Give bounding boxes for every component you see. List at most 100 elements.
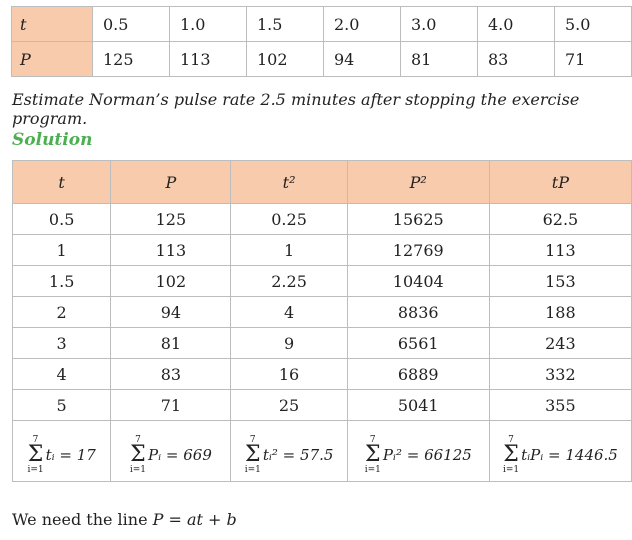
sigma-lower: i=1: [364, 465, 381, 475]
table-cell: 10404: [346, 265, 490, 297]
p-value: 94: [323, 41, 401, 77]
sigma-icon: Σ: [245, 442, 261, 467]
sigma-icon: Σ: [27, 442, 44, 467]
t-value: 5.0: [554, 6, 632, 42]
table-cell: 6889: [346, 358, 490, 390]
table-cell: 81: [110, 327, 232, 359]
table-cell: 1: [230, 234, 348, 266]
table-row: 1.5 102 2.25 10404 153: [11, 265, 632, 297]
sigma-icon: Σ: [130, 442, 146, 467]
p-label: P: [11, 41, 93, 77]
table-cell: 2.25: [230, 265, 348, 297]
line-equation: P = at + b: [152, 510, 237, 529]
table-cell: 0.5: [11, 203, 112, 235]
footer-text: We need the line P = at + b: [12, 510, 237, 529]
p-value: 71: [554, 41, 632, 77]
table-cell: 355: [488, 389, 632, 421]
table-cell: 12769: [346, 234, 490, 266]
table-cell: 1: [11, 234, 112, 266]
table-cell: 83: [110, 358, 232, 390]
sigma-upper: 7: [135, 435, 141, 445]
table-cell: 125: [110, 203, 232, 235]
problem-prompt: Estimate Norman’s pulse rate 2.5 minutes…: [12, 90, 580, 128]
t-row: t 0.5 1.0 1.5 2.0 3.0 4.0 5.0: [11, 6, 632, 42]
t-value: 1.5: [246, 6, 324, 42]
table-cell: 8836: [346, 296, 490, 328]
table-cell: 3: [11, 327, 112, 359]
sigma-lower: i=1: [129, 465, 147, 475]
t-value: 4.0: [477, 6, 555, 42]
sigma-upper: 7: [32, 435, 39, 445]
table-row: 3 81 9 6561 243: [11, 327, 632, 359]
table-cell: 5041: [346, 389, 490, 421]
table-cell: 332: [488, 358, 632, 390]
sigma-lower: i=1: [502, 465, 520, 475]
sum-expression: Pᵢ = 669: [148, 446, 212, 464]
sigma-lower: i=1: [27, 465, 44, 475]
p-value: 102: [246, 41, 324, 77]
table-cell: 188: [488, 296, 632, 328]
t-value: 2.0: [323, 6, 401, 42]
table-cell: 113: [488, 234, 632, 266]
sum-expression: tᵢPᵢ = 1446.5: [521, 446, 618, 464]
p-value: 81: [400, 41, 478, 77]
t-value: 1.0: [169, 6, 247, 42]
footer-label: We need the line: [12, 510, 148, 529]
table-cell: 15625: [346, 203, 490, 235]
data-table: t 0.5 1.0 1.5 2.0 3.0 4.0 5.0 P 125 113 …: [11, 6, 632, 77]
table-cell: 0.25: [230, 203, 348, 235]
solution-table: t P t² P² tP 0.5 125 0.25 15625 62.5 1 113 1 127…: [11, 160, 632, 482]
p-value: 83: [477, 41, 555, 77]
table-cell: 4: [11, 358, 112, 390]
solution-heading: Solution: [12, 130, 93, 150]
table-cell: 62.5: [488, 203, 632, 235]
table-cell: 5: [11, 389, 112, 421]
p-value: 125: [92, 41, 170, 77]
table-cell: 4: [230, 296, 348, 328]
table-cell: 16: [230, 358, 348, 390]
column-header-t: t: [11, 160, 112, 204]
p-value: 113: [169, 41, 247, 77]
table-row: 5 71 25 5041 355: [11, 389, 632, 421]
t-label: t: [11, 6, 93, 42]
table-row: 4 83 16 6889 332: [11, 358, 632, 390]
table-cell: 71: [110, 389, 232, 421]
column-header-tp: tP: [488, 160, 632, 204]
table-cell: 243: [488, 327, 632, 359]
t-value: 3.0: [400, 6, 478, 42]
sigma-icon: Σ: [364, 442, 381, 467]
sum-expression: tᵢ = 17: [45, 446, 96, 464]
sum-expression: Pᵢ² = 66125: [382, 446, 472, 464]
header-row: t P t² P² tP: [11, 160, 632, 204]
table-row: 2 94 4 8836 188: [11, 296, 632, 328]
table-cell: 94: [110, 296, 232, 328]
sigma-upper: 7: [369, 435, 376, 445]
table-cell: 2: [11, 296, 112, 328]
sum-expression: tᵢ² = 57.5: [262, 446, 334, 464]
table-cell: 153: [488, 265, 632, 297]
sigma-upper: 7: [249, 435, 256, 445]
column-header-t-squared: t²: [230, 160, 348, 204]
column-header-p: P: [110, 160, 232, 204]
p-row: P 125 113 102 94 81 83 71: [11, 41, 632, 77]
table-cell: 113: [110, 234, 232, 266]
table-cell: 1.5: [11, 265, 112, 297]
table-row: 0.5 125 0.25 15625 62.5: [11, 203, 632, 235]
sigma-upper: 7: [508, 435, 514, 445]
sigma-icon: Σ: [503, 442, 519, 467]
